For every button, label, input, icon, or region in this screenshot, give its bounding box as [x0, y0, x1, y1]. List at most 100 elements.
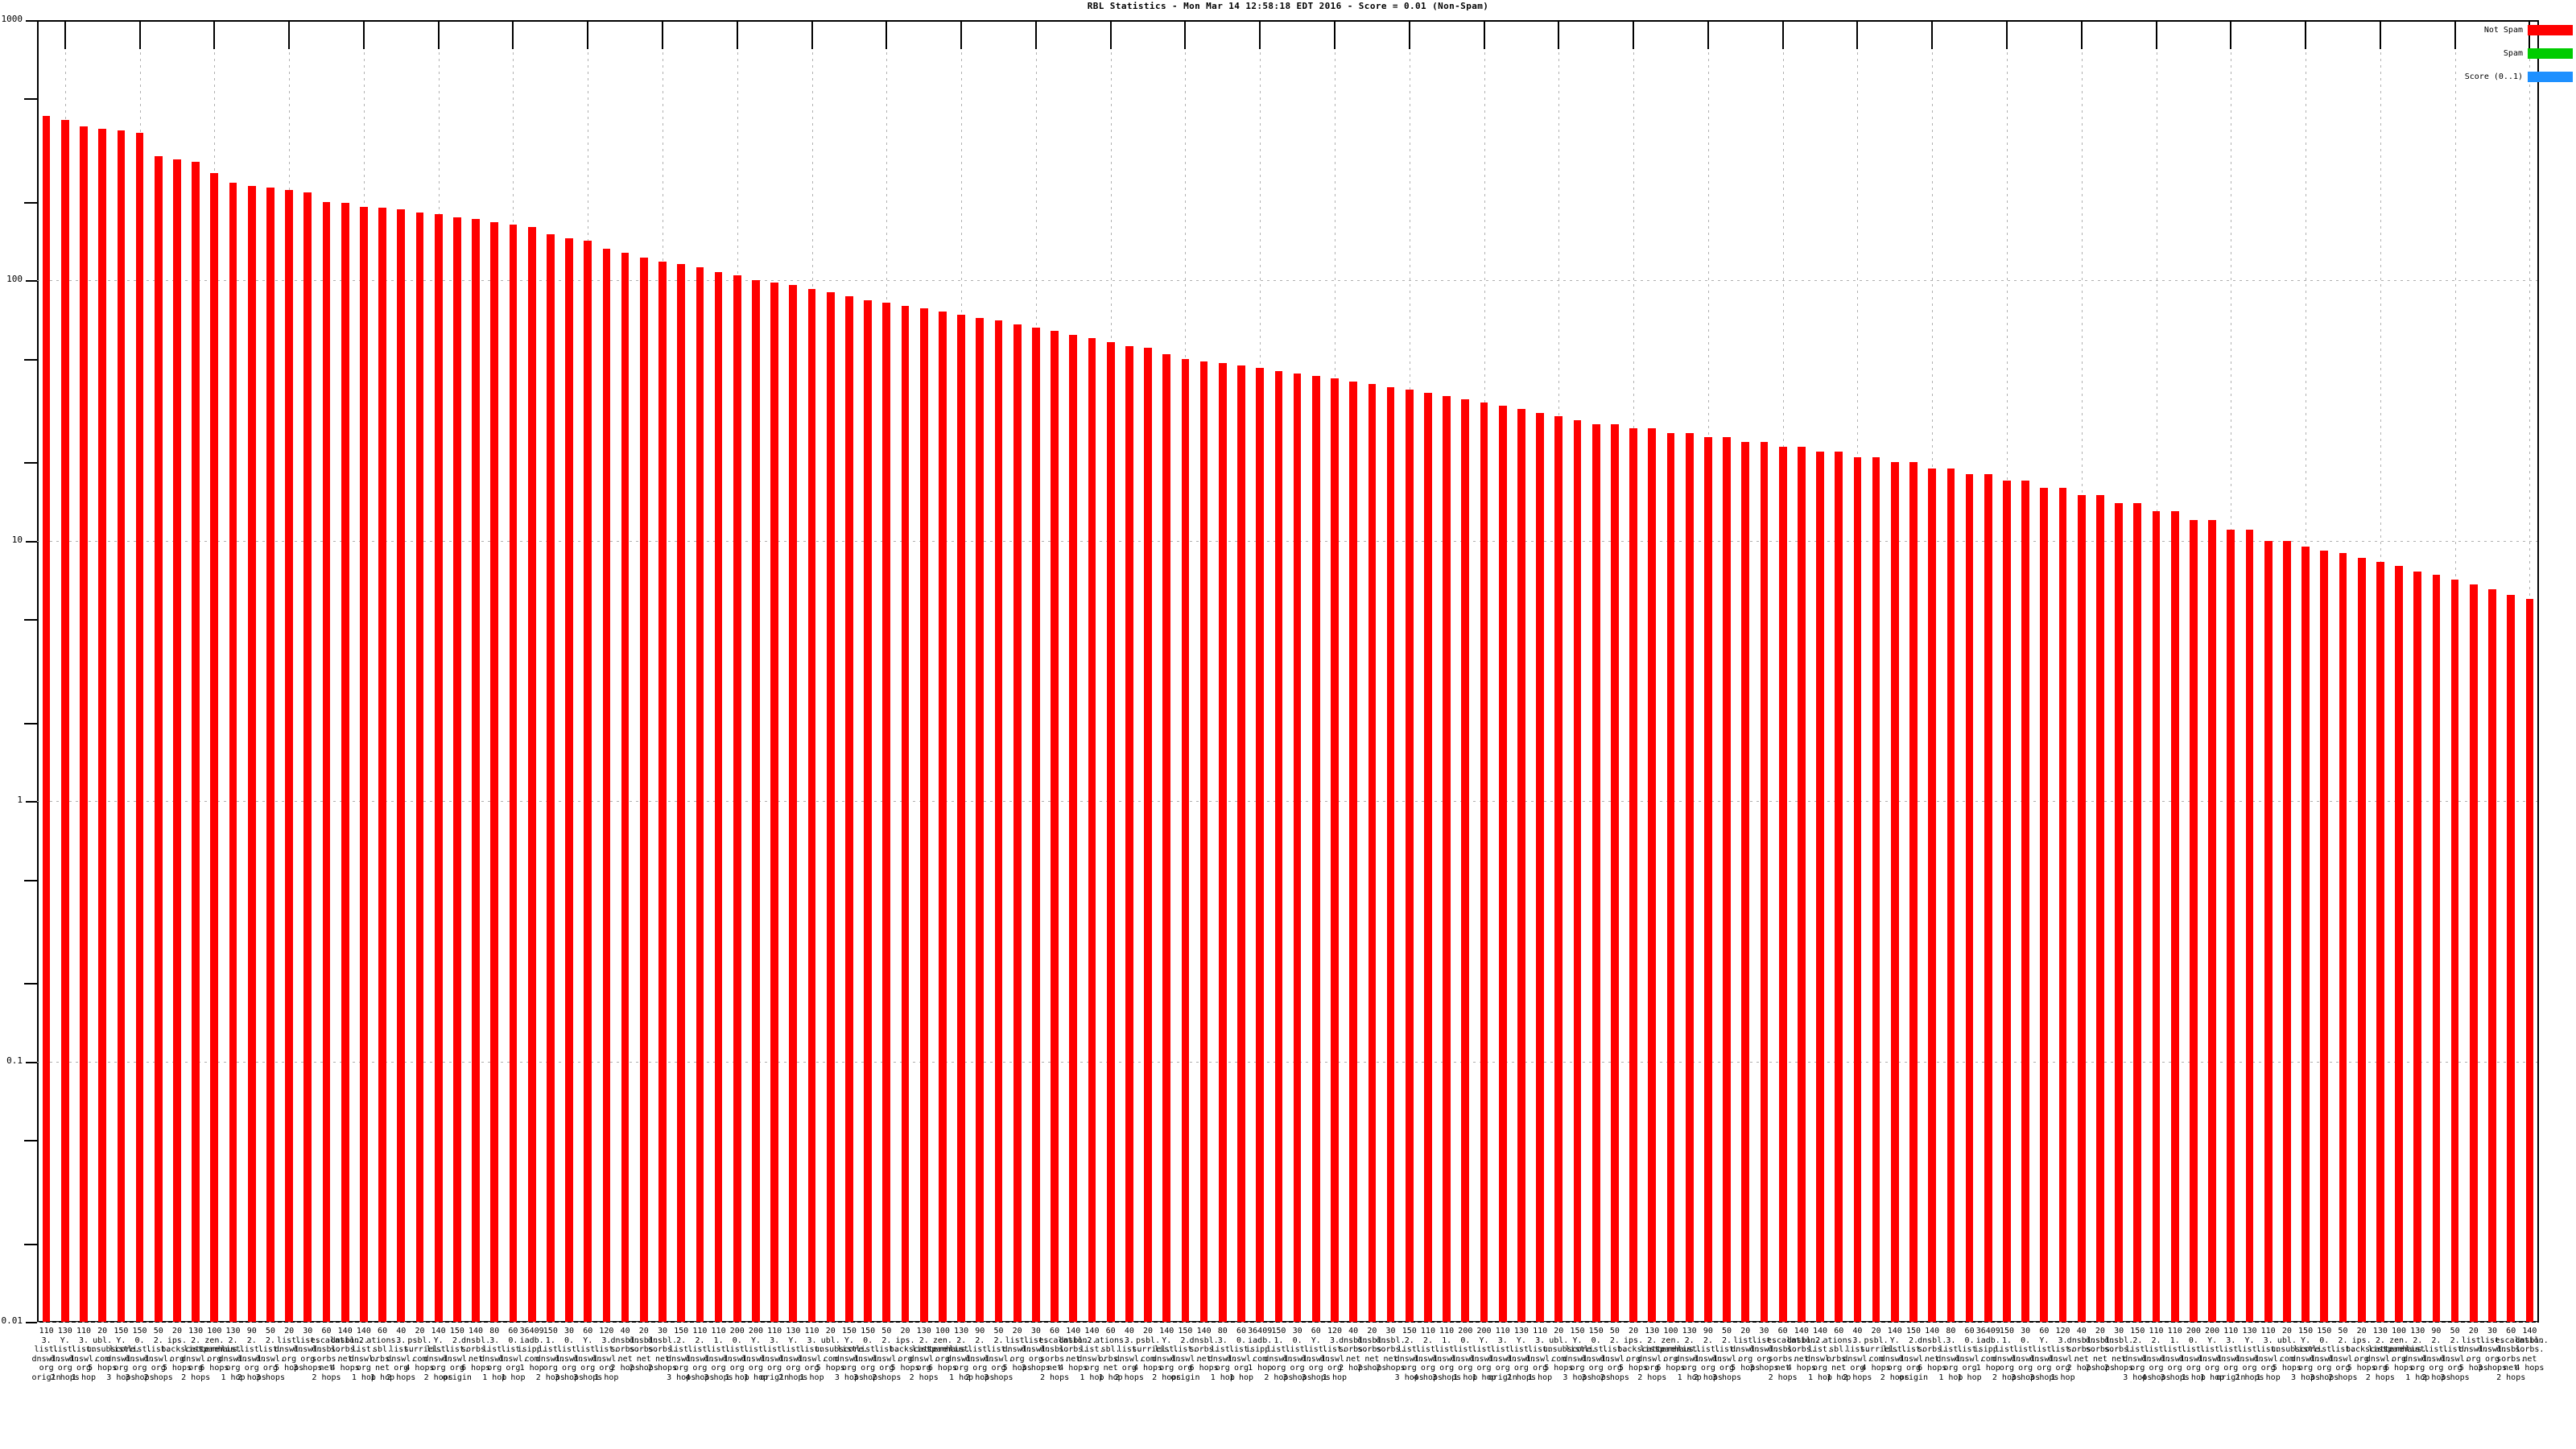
- bar[interactable]: [1199, 361, 1208, 1322]
- bar[interactable]: [2227, 530, 2235, 1322]
- bar[interactable]: [1032, 327, 1040, 1322]
- bar[interactable]: [1685, 432, 1694, 1322]
- bar[interactable]: [2450, 579, 2459, 1322]
- bar[interactable]: [1162, 354, 1171, 1322]
- bar[interactable]: [2488, 589, 2496, 1322]
- bar[interactable]: [1051, 331, 1059, 1322]
- bar[interactable]: [1443, 395, 1451, 1322]
- bar[interactable]: [1648, 428, 1657, 1322]
- bar[interactable]: [42, 115, 51, 1322]
- bar[interactable]: [173, 159, 181, 1322]
- bar[interactable]: [98, 129, 107, 1322]
- bar[interactable]: [1125, 345, 1133, 1322]
- bar[interactable]: [1311, 375, 1320, 1322]
- bar[interactable]: [2413, 572, 2422, 1322]
- bar[interactable]: [1965, 474, 1974, 1322]
- bar[interactable]: [1256, 368, 1265, 1322]
- bar[interactable]: [266, 187, 275, 1322]
- bar[interactable]: [1816, 452, 1824, 1322]
- bar[interactable]: [602, 249, 611, 1322]
- legend-item[interactable]: Spam: [2363, 45, 2573, 61]
- bar[interactable]: [584, 241, 592, 1322]
- bar[interactable]: [1835, 452, 1843, 1322]
- bar[interactable]: [882, 303, 891, 1322]
- bar[interactable]: [2245, 530, 2254, 1322]
- bar[interactable]: [1517, 409, 1525, 1322]
- bar[interactable]: [807, 288, 816, 1322]
- bar[interactable]: [845, 295, 853, 1322]
- bar[interactable]: [1349, 381, 1358, 1322]
- bar[interactable]: [341, 203, 349, 1322]
- bar[interactable]: [434, 213, 443, 1322]
- bar[interactable]: [2096, 494, 2104, 1322]
- bar[interactable]: [1890, 462, 1899, 1322]
- bar[interactable]: [2208, 520, 2216, 1322]
- bar[interactable]: [1872, 456, 1880, 1322]
- bar[interactable]: [2525, 598, 2534, 1322]
- bar[interactable]: [2115, 502, 2123, 1322]
- bar[interactable]: [2190, 520, 2198, 1322]
- bar[interactable]: [714, 271, 723, 1322]
- bar[interactable]: [1461, 398, 1470, 1322]
- bar[interactable]: [1274, 370, 1283, 1322]
- bar[interactable]: [1797, 446, 1806, 1322]
- bar[interactable]: [1181, 358, 1190, 1322]
- bar[interactable]: [1778, 446, 1787, 1322]
- bar[interactable]: [565, 238, 573, 1322]
- bar[interactable]: [1909, 462, 1918, 1322]
- bar[interactable]: [285, 190, 293, 1322]
- bar[interactable]: [658, 262, 667, 1322]
- bar[interactable]: [733, 275, 741, 1322]
- bar[interactable]: [60, 119, 69, 1322]
- bar[interactable]: [919, 308, 928, 1322]
- bar[interactable]: [1984, 474, 1992, 1322]
- bar[interactable]: [2040, 487, 2049, 1322]
- bar[interactable]: [154, 156, 163, 1322]
- bar[interactable]: [1405, 390, 1414, 1322]
- bar[interactable]: [397, 208, 406, 1322]
- bar[interactable]: [1591, 424, 1600, 1322]
- bar[interactable]: [621, 252, 630, 1322]
- bar[interactable]: [415, 213, 424, 1322]
- bar[interactable]: [1088, 338, 1096, 1322]
- bar[interactable]: [527, 227, 536, 1322]
- bar[interactable]: [360, 206, 368, 1322]
- bar[interactable]: [976, 317, 985, 1322]
- legend-item[interactable]: Not Spam: [2363, 22, 2573, 38]
- bar[interactable]: [2058, 487, 2067, 1322]
- bar[interactable]: [1853, 456, 1862, 1322]
- bar[interactable]: [677, 263, 686, 1322]
- bar[interactable]: [1069, 334, 1078, 1322]
- bar[interactable]: [509, 224, 518, 1322]
- bar[interactable]: [135, 133, 144, 1322]
- bar[interactable]: [1386, 386, 1395, 1322]
- bar[interactable]: [1703, 437, 1712, 1322]
- bar[interactable]: [1144, 348, 1152, 1322]
- bar[interactable]: [696, 267, 704, 1322]
- bar[interactable]: [826, 292, 835, 1322]
- bar[interactable]: [378, 208, 386, 1322]
- bar[interactable]: [2376, 561, 2384, 1322]
- bar[interactable]: [1480, 402, 1488, 1322]
- bar[interactable]: [1424, 393, 1432, 1322]
- bar[interactable]: [901, 305, 910, 1322]
- bar[interactable]: [2264, 540, 2273, 1322]
- bar[interactable]: [247, 186, 256, 1322]
- bar[interactable]: [1368, 384, 1377, 1322]
- bar[interactable]: [2133, 502, 2142, 1322]
- bar[interactable]: [303, 192, 312, 1322]
- bar[interactable]: [229, 182, 237, 1322]
- bar[interactable]: [1331, 378, 1339, 1322]
- legend-item[interactable]: Score (0..1): [2363, 68, 2573, 85]
- bar[interactable]: [1554, 416, 1563, 1322]
- bar[interactable]: [957, 314, 965, 1322]
- bar[interactable]: [1741, 441, 1750, 1322]
- bar[interactable]: [1237, 365, 1245, 1322]
- bar[interactable]: [322, 202, 331, 1322]
- bar[interactable]: [752, 280, 760, 1322]
- bar[interactable]: [939, 311, 947, 1322]
- bar[interactable]: [472, 219, 480, 1322]
- bar[interactable]: [546, 234, 555, 1322]
- bar[interactable]: [117, 130, 126, 1322]
- bar[interactable]: [639, 258, 648, 1322]
